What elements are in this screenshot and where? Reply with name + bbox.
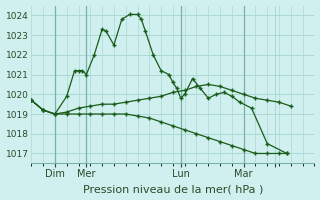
X-axis label: Pression niveau de la mer( hPa ): Pression niveau de la mer( hPa ) xyxy=(83,184,263,194)
